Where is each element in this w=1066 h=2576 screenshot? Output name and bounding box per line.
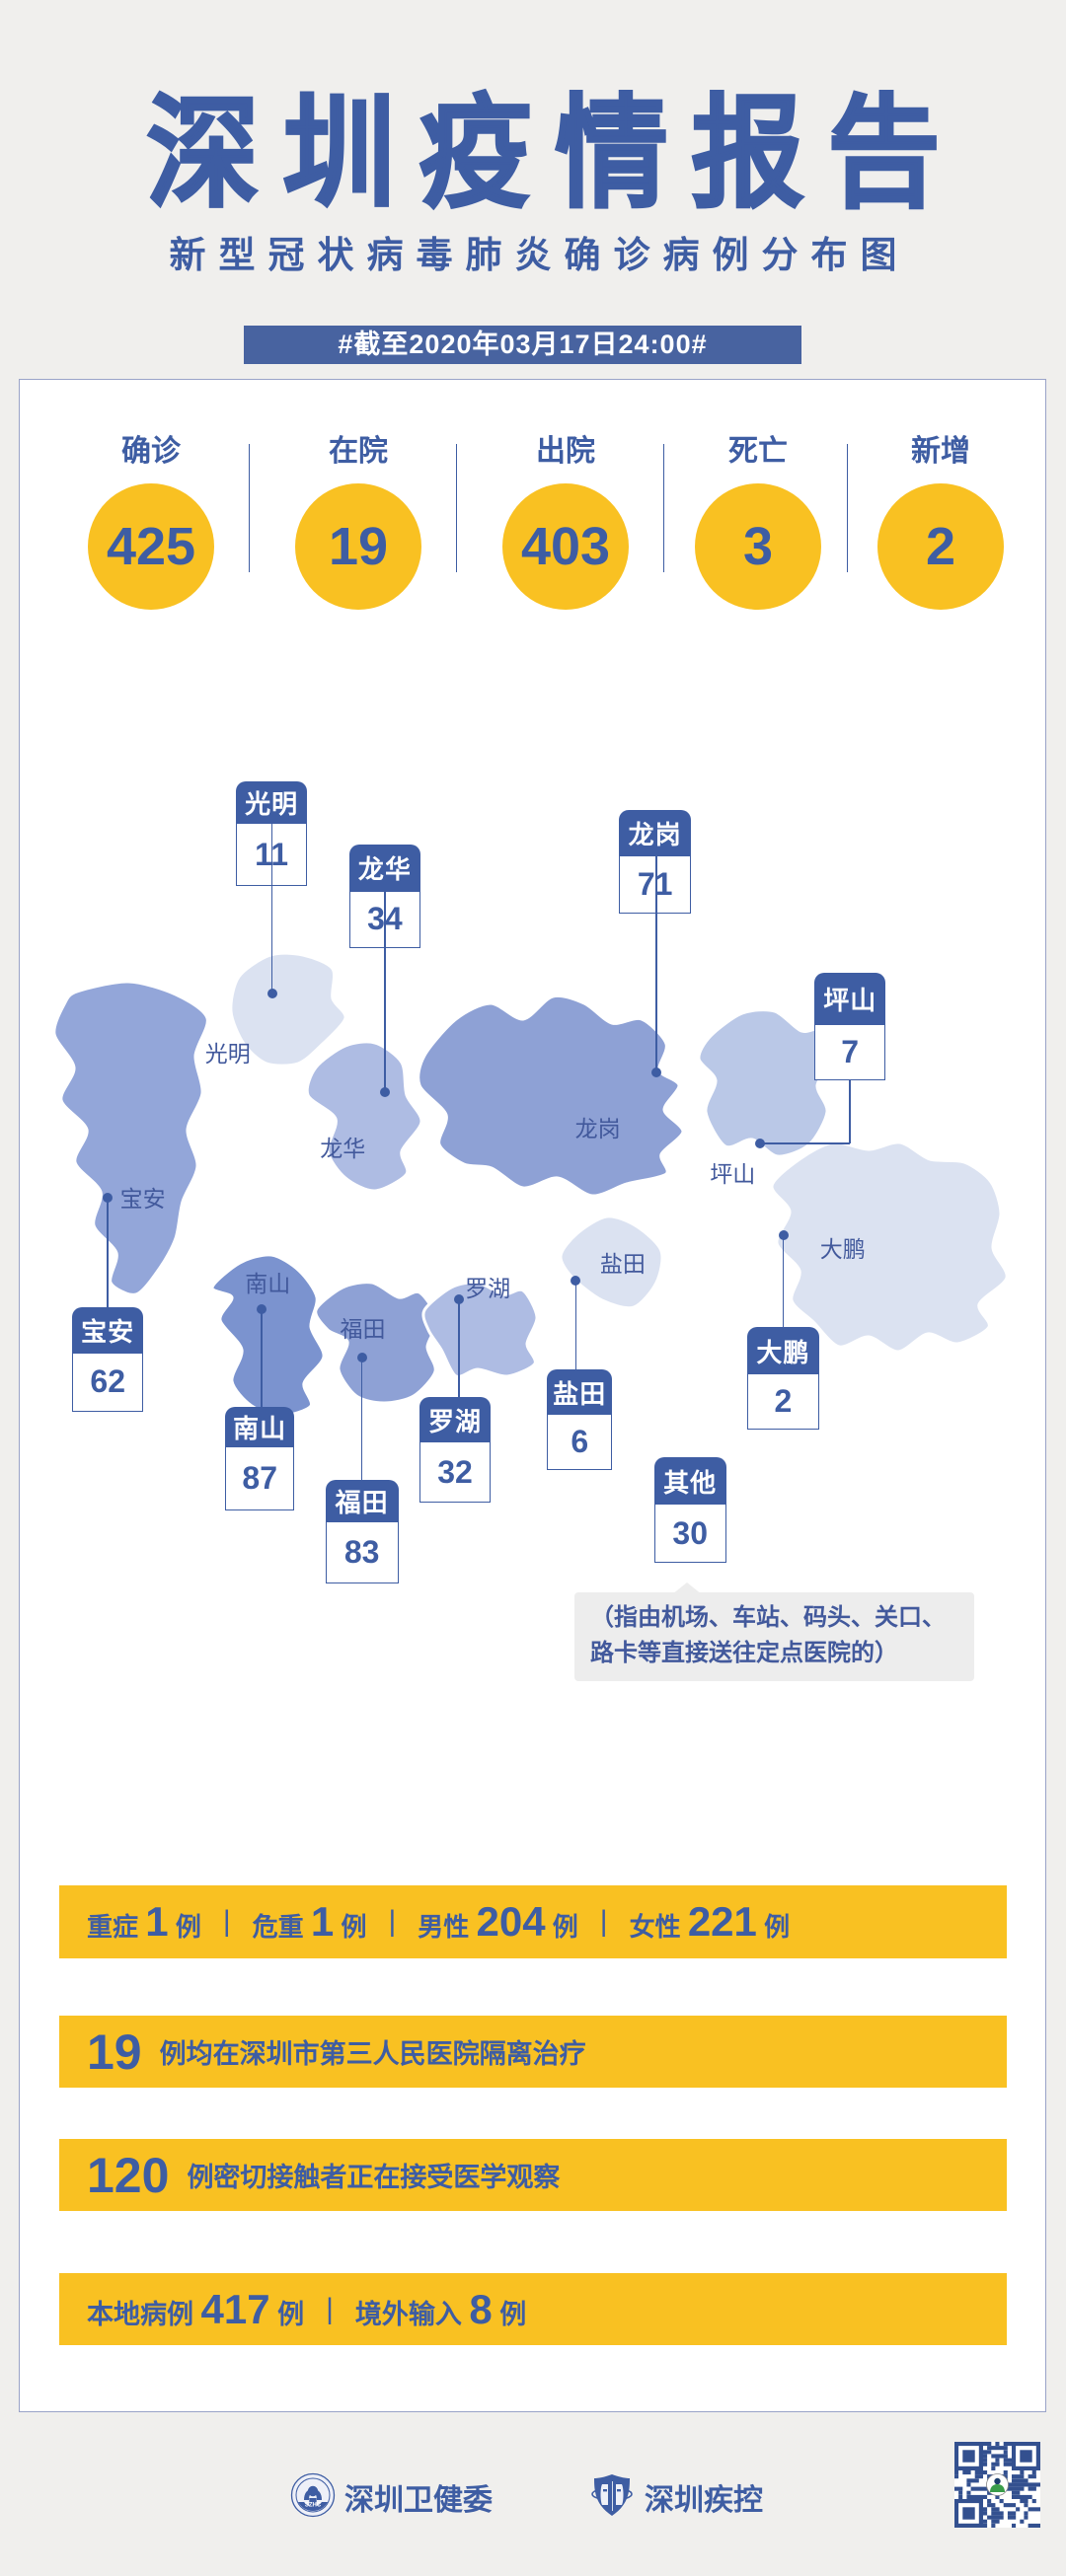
svg-text:SZHC: SZHC — [305, 2503, 322, 2509]
